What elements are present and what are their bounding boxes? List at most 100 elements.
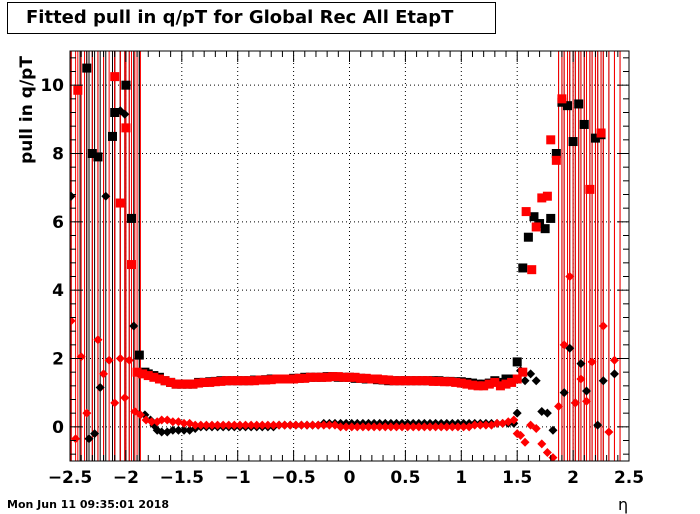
data-point-diamond	[285, 420, 295, 430]
data-point-diamond	[147, 417, 157, 427]
data-point-diamond	[576, 359, 586, 369]
data-point-square	[551, 155, 561, 165]
data-point-square	[177, 379, 187, 389]
data-point-square	[579, 119, 589, 129]
data-point-square	[585, 184, 595, 194]
data-point-diamond	[526, 369, 536, 379]
data-point-diamond	[280, 420, 290, 430]
data-point-diamond	[168, 417, 178, 427]
data-point-square	[249, 376, 259, 386]
data-point-square	[283, 374, 293, 384]
data-point-diamond	[453, 422, 463, 432]
data-point-diamond	[565, 343, 575, 353]
data-point-diamond	[99, 369, 109, 379]
data-point-diamond	[436, 422, 446, 432]
data-point-square	[518, 263, 528, 273]
data-point-square	[227, 376, 237, 386]
data-point-diamond	[207, 420, 217, 430]
data-point-square	[451, 377, 461, 387]
data-point-square	[333, 372, 343, 382]
data-point-square	[289, 374, 299, 384]
data-point-square	[484, 379, 494, 389]
data-point-diamond	[157, 415, 167, 425]
data-point-square	[367, 374, 377, 384]
data-point-diamond	[120, 393, 130, 403]
data-point-diamond	[296, 420, 306, 430]
data-point-diamond	[352, 422, 362, 432]
data-point-square	[300, 373, 310, 383]
data-point-diamond	[70, 191, 76, 201]
data-point-diamond	[157, 427, 167, 437]
data-point-diamond	[403, 422, 413, 432]
data-point-square	[87, 149, 97, 158]
data-point-diamond	[173, 425, 183, 435]
data-point-diamond	[520, 376, 530, 386]
data-point-square	[529, 212, 539, 222]
data-point-square	[110, 72, 120, 82]
data-point-square	[537, 193, 547, 203]
chart-title: Fitted pull in q/pT for Global Rec All E…	[7, 2, 496, 34]
data-point-square	[328, 372, 338, 382]
data-point-diamond	[201, 420, 211, 430]
data-point-diamond	[257, 420, 267, 430]
x-axis-label: η	[618, 495, 629, 514]
data-point-diamond	[82, 408, 92, 418]
axes: −2.5 −2 −1.5 −1 −0.5 0 0.5 1 1.5 2 2.5 0 2 4 6 8 10	[40, 51, 644, 488]
data-point-diamond	[341, 422, 351, 432]
data-point-square	[205, 377, 215, 387]
data-point-square	[210, 377, 220, 387]
data-point-square	[182, 379, 192, 389]
data-point-diamond	[229, 420, 239, 430]
data-point-diamond	[442, 422, 452, 432]
data-markers	[70, 63, 619, 461]
data-point-diamond	[475, 420, 485, 430]
data-point-diamond	[324, 420, 334, 430]
data-point-square	[73, 85, 83, 95]
data-point-diamond	[559, 340, 569, 350]
data-point-square	[311, 372, 321, 382]
data-point-diamond	[93, 335, 103, 345]
data-point-square	[501, 374, 511, 384]
data-point-square	[540, 224, 550, 234]
data-point-square	[244, 376, 254, 386]
data-point-square	[134, 350, 144, 360]
data-point-square	[440, 377, 450, 387]
data-point-diamond	[90, 429, 100, 439]
data-point-diamond	[308, 420, 318, 430]
data-point-diamond	[516, 430, 526, 440]
data-point-square	[261, 375, 271, 385]
data-point-diamond	[196, 420, 206, 430]
data-point-diamond	[224, 420, 234, 430]
y-tick-label: 6	[52, 213, 64, 233]
data-point-square	[82, 63, 92, 73]
data-point-square	[154, 374, 164, 384]
data-point-diamond	[71, 434, 81, 444]
data-point-square	[266, 375, 276, 385]
data-point-square	[126, 213, 136, 223]
data-point-square	[568, 137, 578, 147]
timestamp: Mon Jun 11 09:35:01 2018	[7, 498, 170, 511]
grid	[69, 51, 630, 461]
data-point-square	[110, 108, 120, 117]
data-point-diamond	[213, 420, 223, 430]
data-point-diamond	[291, 420, 301, 430]
data-point-diamond	[124, 355, 134, 365]
data-point-square	[171, 379, 181, 389]
data-point-diamond	[520, 437, 530, 447]
data-point-diamond	[570, 398, 580, 408]
data-point-diamond	[95, 383, 105, 393]
data-point-diamond	[559, 388, 569, 398]
data-point-square	[507, 377, 517, 387]
data-point-diamond	[447, 422, 457, 432]
data-point-square	[490, 377, 500, 387]
data-point-diamond	[408, 422, 418, 432]
data-point-square	[199, 377, 209, 387]
x-tick-label: −2.5	[48, 468, 92, 488]
data-point-square	[107, 131, 117, 141]
data-point-square	[160, 376, 170, 386]
data-point-diamond	[130, 406, 140, 416]
data-point-square	[121, 80, 131, 90]
data-point-diamond	[576, 374, 586, 384]
data-point-square	[143, 371, 153, 381]
x-tick-label: −1.5	[160, 468, 204, 488]
